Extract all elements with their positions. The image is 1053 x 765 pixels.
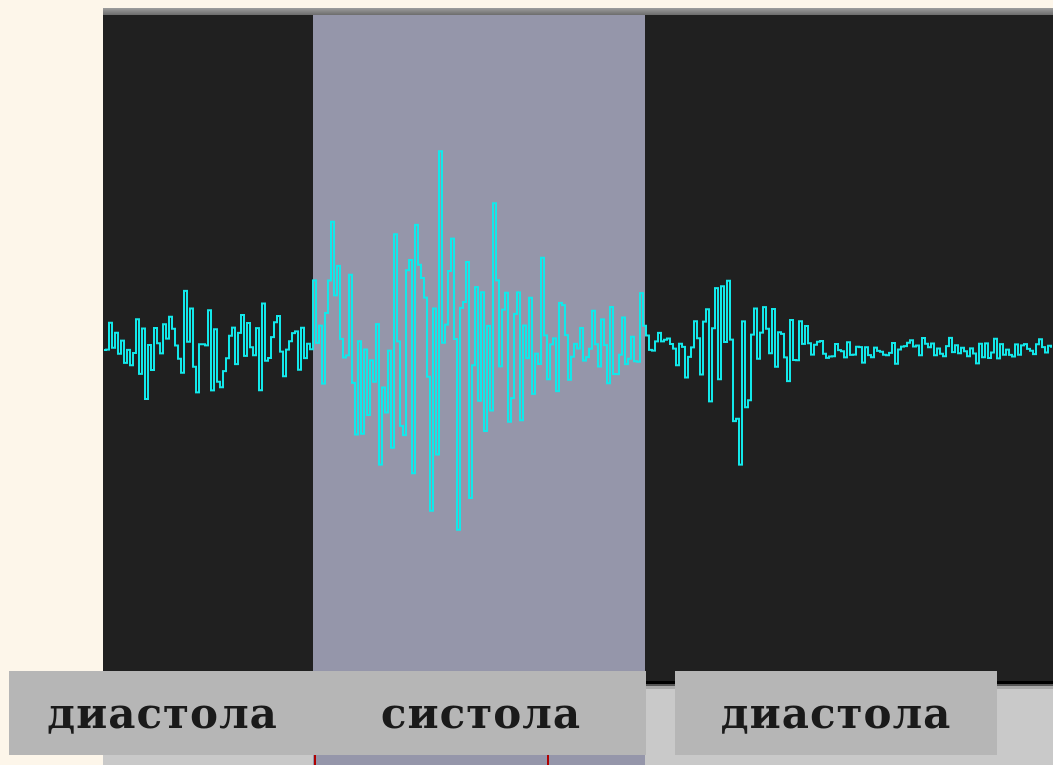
- diastole-label-right-text: диастола: [720, 688, 952, 738]
- window-top-edge: [103, 8, 1053, 15]
- systole-label: систола: [316, 671, 646, 755]
- systole-label-text: систола: [380, 688, 582, 738]
- waveform-trace: [104, 150, 1052, 531]
- diastole-label-left: диастола: [9, 671, 316, 755]
- diastole-label-right: диастола: [675, 671, 997, 755]
- diastole-label-left-text: диастола: [47, 688, 278, 738]
